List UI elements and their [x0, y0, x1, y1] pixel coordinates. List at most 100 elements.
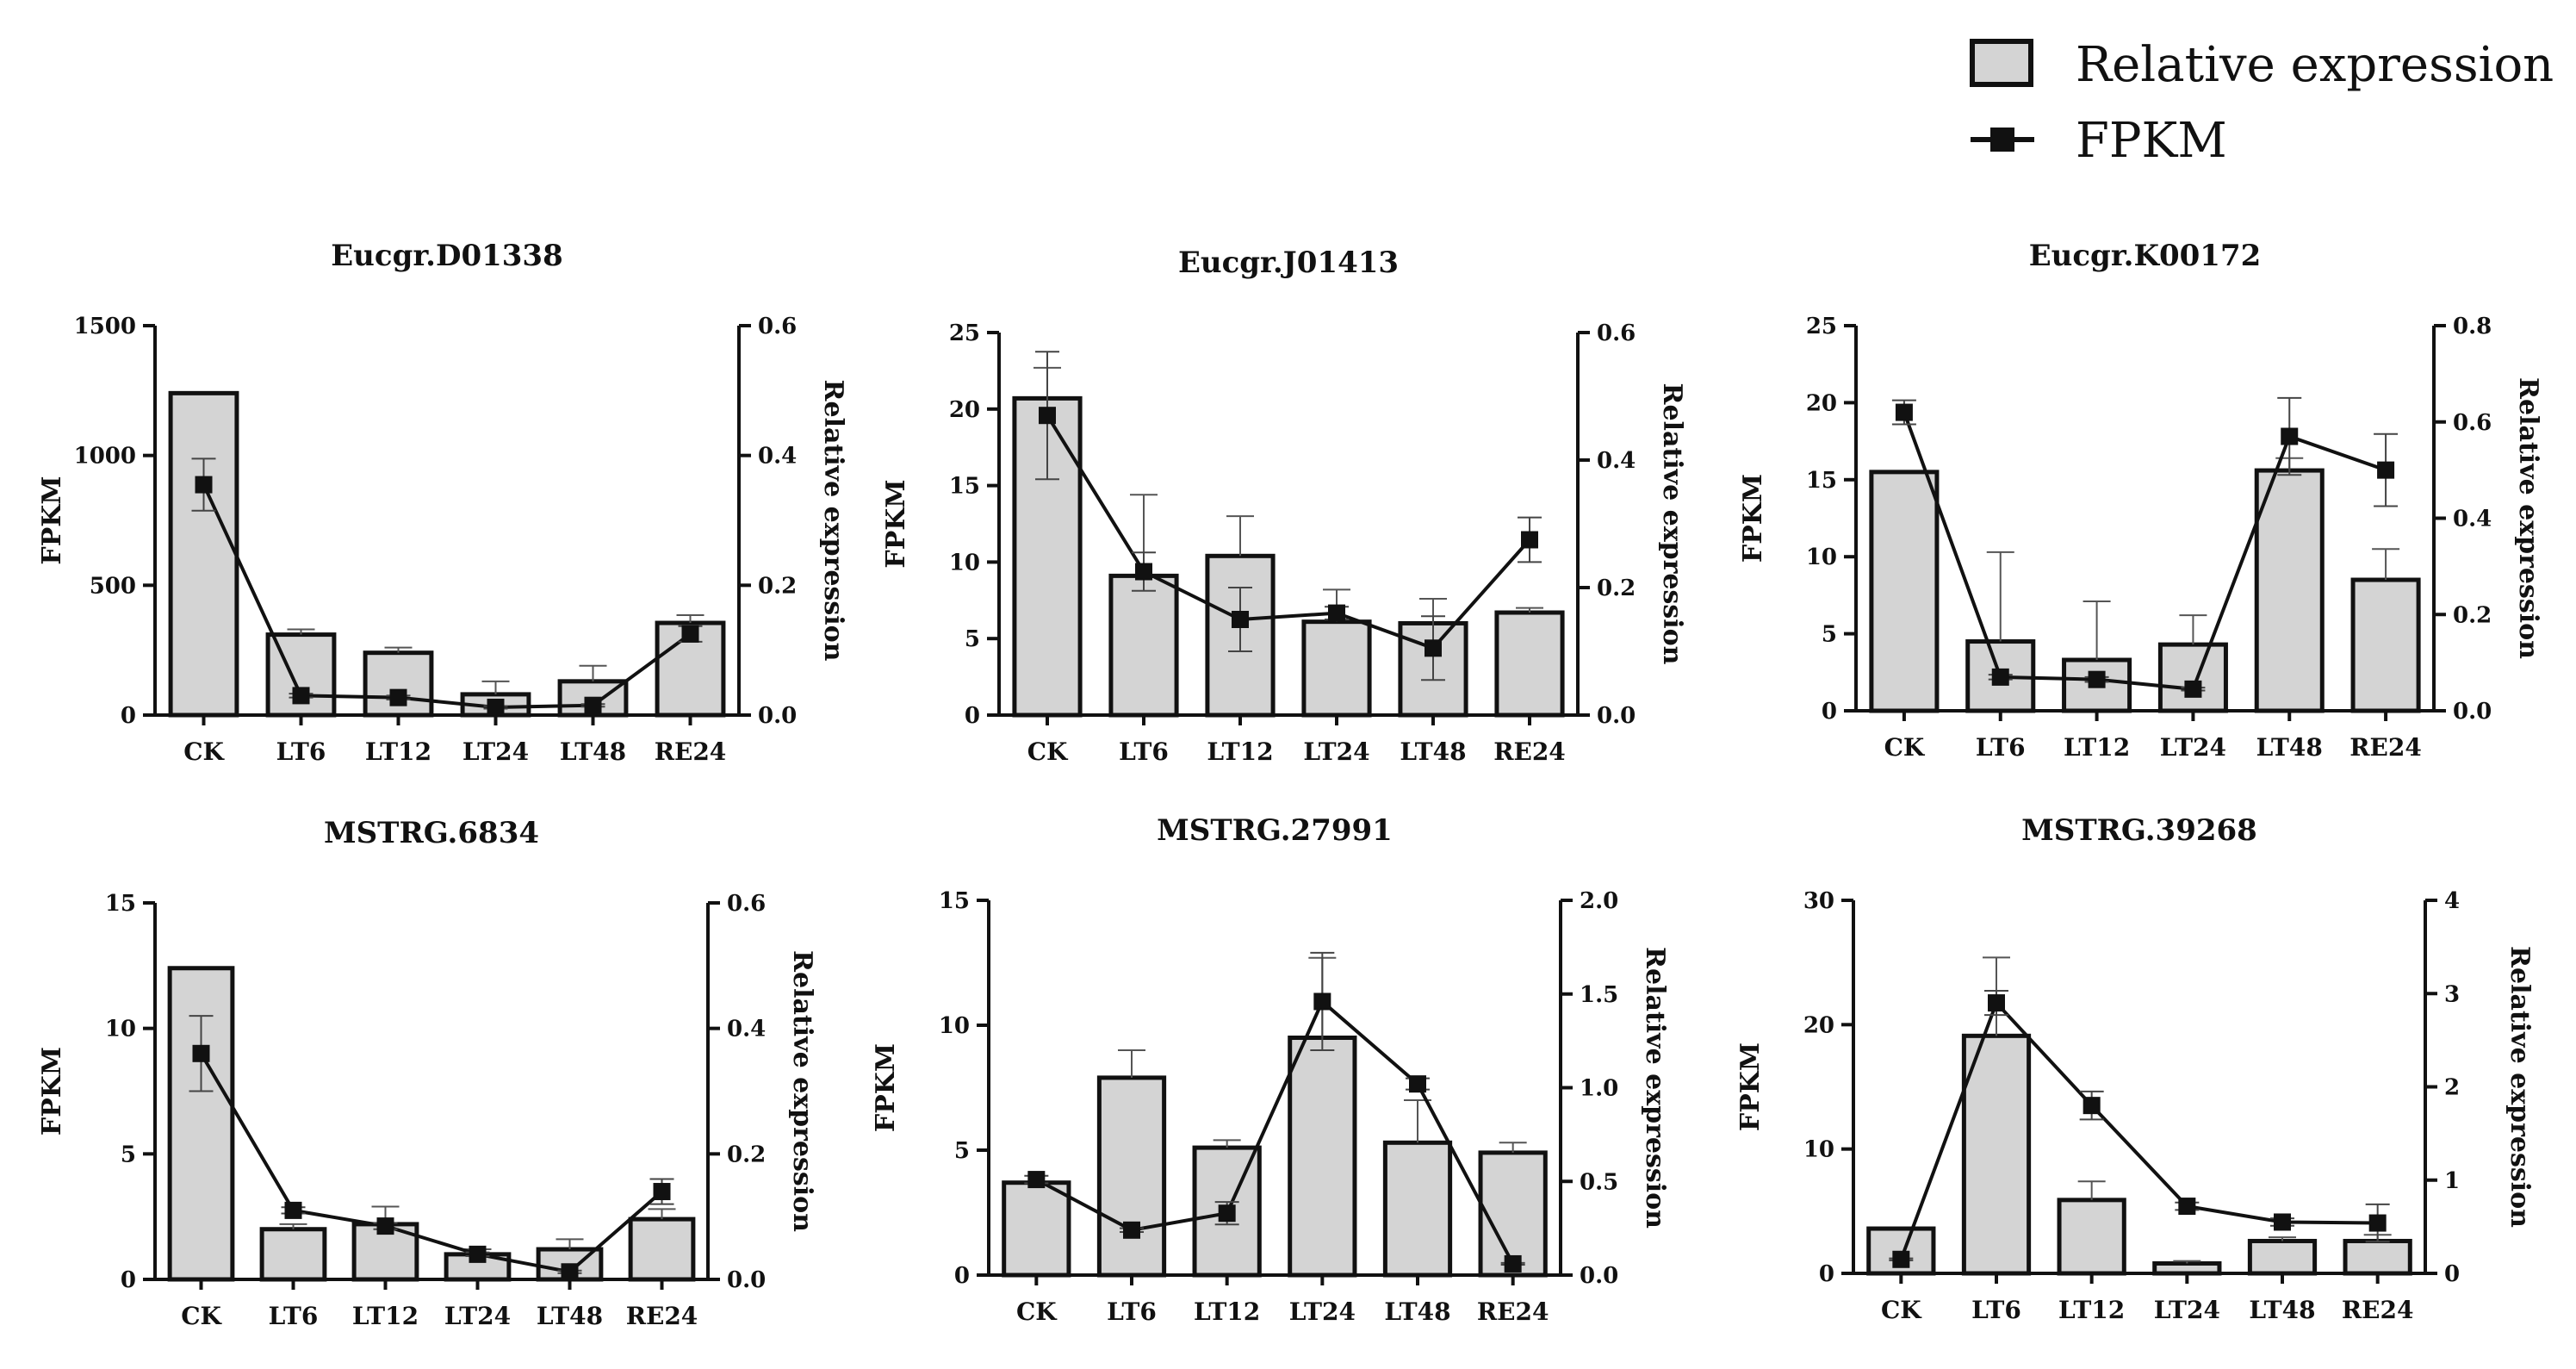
x-tick-label: LT12	[2064, 733, 2130, 762]
series-point	[2281, 427, 2299, 445]
y-axis-label: FPKM	[1738, 474, 1768, 563]
legend-bar-swatch	[1970, 39, 2033, 87]
y-tick-label: 30	[1803, 888, 1834, 914]
y-axis-label: FPKM	[881, 479, 911, 568]
x-tick-label: RE24	[655, 737, 727, 766]
x-tick-label: LT24	[2154, 1296, 2220, 1324]
y2-tick-label: 2.0	[1580, 888, 1618, 914]
y2-tick-label: 0.4	[1597, 448, 1636, 474]
series-point	[1409, 1075, 1426, 1093]
series-point	[292, 687, 310, 705]
series-point	[1218, 1204, 1236, 1223]
y2-tick-label: 0.6	[1597, 320, 1636, 346]
x-tick-label: LT6	[276, 737, 326, 766]
y-tick-label: 20	[1806, 390, 1837, 416]
bar	[259, 1227, 327, 1282]
y2-tick-label: 0.5	[1580, 1169, 1618, 1195]
bar	[1108, 573, 1179, 718]
y-tick-label: 10	[939, 1013, 970, 1039]
series-point	[1123, 1221, 1140, 1239]
y2-tick-label: 0.2	[758, 573, 797, 599]
series-point	[1313, 993, 1331, 1011]
series-point	[1328, 604, 1345, 622]
series-point	[389, 688, 407, 706]
chart-panel-1: Eucgr.D01338 0 500 1000 1500 0.0 0.2 0.4 0.6 CK LT…	[37, 239, 848, 766]
y-tick-label: 0	[1822, 699, 1837, 725]
x-tick-label: LT6	[1971, 1296, 2021, 1324]
y-tick-label: 10	[1806, 544, 1837, 570]
series-point	[561, 1263, 579, 1281]
y-tick-label: 15	[949, 474, 980, 500]
bar	[1288, 1036, 1357, 1278]
bar	[1002, 1180, 1071, 1278]
y2-tick-label: 0.2	[1597, 576, 1636, 601]
bar	[2157, 642, 2228, 713]
y2-axis-label: Relative expression	[1657, 383, 1687, 665]
y2-tick-label: 1.0	[1580, 1076, 1618, 1102]
y-tick-label: 10	[949, 550, 980, 576]
x-tick-label: CK	[1884, 733, 1926, 762]
x-tick-label: LT6	[1107, 1297, 1157, 1326]
series-point	[1521, 531, 1538, 549]
y-tick-label: 15	[939, 888, 970, 914]
series-point	[2178, 1198, 2196, 1216]
y2-axis-label: Relative expression	[787, 950, 817, 1232]
y2-axis-label: Relative expression	[1640, 947, 1670, 1229]
y-tick-label: 10	[1803, 1137, 1834, 1163]
x-tick-label: LT48	[1384, 1297, 1450, 1326]
chart-panel-6: MSTRG.39268 0 10 20 30 0 1 2 3 4 CK LT6 LT12 LT24 LT48…	[1735, 813, 2535, 1324]
x-tick-label: LT12	[365, 737, 431, 766]
bar	[1494, 610, 1565, 718]
series-point	[2083, 1097, 2101, 1115]
y-tick-label: 20	[1803, 1012, 1834, 1038]
chart-title: Eucgr.J01413	[1178, 246, 1399, 280]
chart-panel-4: MSTRG.6834 0 5 10 15 0.0 0.2 0.4 0.6 CK LT6 LT12 LT2…	[37, 816, 817, 1330]
chart-title: MSTRG.6834	[324, 816, 539, 850]
series-point	[469, 1245, 487, 1263]
series-point	[376, 1217, 394, 1235]
y2-tick-label: 0.6	[758, 314, 797, 339]
chart-panel-2: Eucgr.J01413 0 5 10 15 20 25 0.0 0.2 0.4 0.6 CK LT6 L…	[881, 246, 1687, 766]
y2-tick-label: 0.4	[727, 1017, 766, 1042]
series-point	[1425, 639, 1442, 657]
bar	[2343, 1238, 2412, 1276]
series-line	[1903, 411, 2387, 691]
bar	[628, 1217, 696, 1282]
series-point	[2377, 461, 2395, 479]
y2-tick-label: 0.0	[727, 1267, 766, 1293]
series-point	[1892, 1250, 1910, 1268]
y-tick-label: 5	[121, 1142, 136, 1167]
x-tick-label: LT24	[1303, 737, 1369, 766]
series-point	[1991, 668, 2009, 686]
legend: Relative expression FPKM	[1970, 37, 2554, 169]
series-line	[1899, 999, 2378, 1260]
x-tick-label: LT48	[537, 1302, 603, 1330]
series-point	[2274, 1213, 2291, 1231]
y-tick-label: 5	[1822, 622, 1837, 648]
x-tick-label: LT24	[444, 1302, 511, 1330]
series-line	[1046, 414, 1531, 650]
y2-tick-label: 0.0	[1580, 1263, 1618, 1289]
y-tick-label: 5	[965, 626, 980, 652]
x-tick-label: LT48	[2249, 1296, 2315, 1324]
x-tick-label: RE24	[1493, 737, 1566, 766]
chart-title: Eucgr.D01338	[331, 239, 563, 273]
x-tick-label: LT12	[352, 1302, 419, 1330]
x-tick-label: LT24	[2160, 733, 2226, 762]
y-tick-label: 5	[954, 1138, 970, 1164]
bar	[1301, 619, 1372, 718]
y-tick-label: 0	[121, 1267, 136, 1293]
series-point	[195, 476, 213, 494]
series-point	[2368, 1214, 2387, 1232]
series-point	[2184, 680, 2202, 698]
y-tick-label: 15	[105, 891, 136, 917]
x-tick-label: CK	[1027, 737, 1069, 766]
y2-tick-label: 3	[2444, 981, 2460, 1007]
y2-tick-label: 0	[2444, 1261, 2460, 1287]
y-tick-label: 0	[1819, 1261, 1834, 1287]
bar	[1961, 1033, 2032, 1276]
legend-bar-label: Relative expression	[2076, 37, 2554, 93]
y-axis-label: FPKM	[37, 1047, 67, 1136]
